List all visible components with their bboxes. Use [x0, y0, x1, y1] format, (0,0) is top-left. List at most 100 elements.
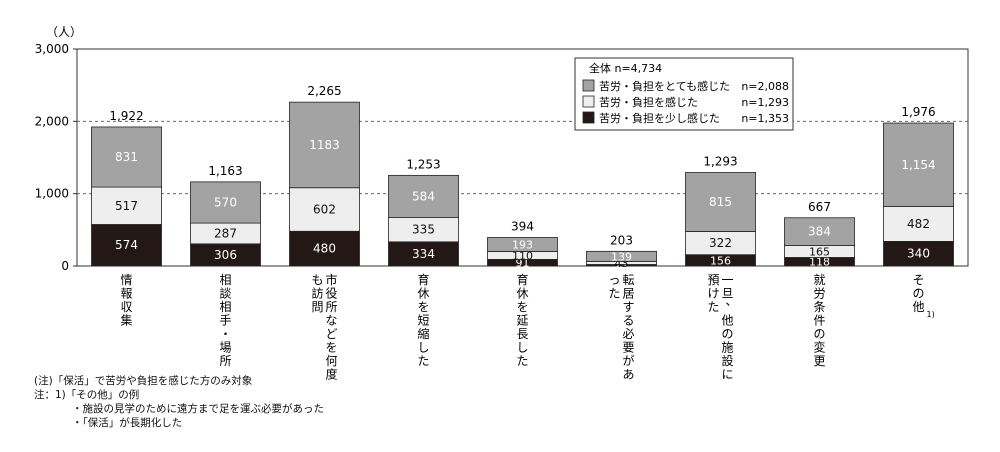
category-superscript: 1)	[927, 310, 935, 319]
category-label: ・	[219, 327, 231, 341]
category-label: 育	[417, 272, 429, 287]
category-label: を	[417, 300, 429, 314]
category-label: 設	[721, 353, 733, 368]
note-target: (注)「保活」で苦労や負担を感じた方のみ対象	[34, 375, 253, 387]
category-label: 市	[325, 272, 337, 287]
category-label: 件	[813, 314, 825, 328]
data-label: 570	[214, 195, 237, 209]
category-label: 預	[707, 273, 719, 287]
category-label: し	[417, 341, 429, 355]
note-other-header: 注：1)「その他」の例	[34, 389, 140, 401]
bar-segment	[388, 174, 459, 219]
data-label: 322	[709, 236, 732, 250]
category-label: 転	[622, 273, 634, 287]
category-label: が	[622, 353, 634, 368]
legend-box	[574, 57, 794, 131]
category-label: 更	[813, 354, 825, 368]
category-label: 長	[516, 327, 528, 341]
bar-segment	[883, 241, 954, 267]
category-label: の	[721, 327, 733, 341]
category-label: 他	[721, 314, 733, 328]
total-label: 1,253	[406, 157, 440, 171]
bar-segment	[190, 181, 261, 224]
bar-segment	[388, 241, 459, 267]
note-other-example-2: ・「保活」が長期化した	[72, 417, 183, 429]
category-label: も	[311, 273, 323, 287]
data-label: 165	[809, 245, 830, 258]
category-label: 度	[325, 367, 337, 382]
bar-segment	[883, 122, 954, 207]
data-label: 815	[709, 195, 732, 209]
data-label: 1183	[309, 138, 340, 152]
total-label: 1,163	[208, 164, 242, 178]
category-label: そ	[912, 273, 924, 287]
total-label: 667	[808, 200, 831, 214]
y-unit-label: （人）	[46, 25, 82, 39]
category-label: 手	[219, 314, 231, 328]
data-label: 118	[809, 256, 830, 269]
category-label: 問	[311, 300, 323, 314]
data-label: 110	[512, 249, 533, 262]
category-label: 集	[120, 313, 132, 328]
legend-n: n=1,293	[741, 96, 789, 109]
category-label: 変	[813, 340, 825, 355]
y-tick-label: 1,000	[35, 187, 69, 201]
category-label: 情	[120, 273, 132, 287]
category-label: を	[325, 341, 337, 355]
category-label: ど	[325, 327, 337, 341]
y-tick-label: 2,000	[35, 114, 69, 128]
category-label: 相	[219, 300, 231, 314]
category-label: あ	[622, 368, 634, 382]
category-label: 延	[516, 314, 528, 328]
legend-title: 全体 n=4,734	[589, 61, 662, 75]
category-label: た	[707, 300, 719, 314]
category-label: 要	[622, 341, 634, 355]
bar-segment	[289, 230, 360, 267]
category-label: る	[622, 314, 634, 328]
y-tick-label: 3,000	[35, 42, 69, 56]
category-label: し	[516, 341, 528, 355]
data-label: 193	[512, 238, 533, 251]
note-other-example-1: ・施設の見学のために遠方まで足を運ぶ必要があった	[72, 403, 324, 415]
data-label: 482	[907, 217, 930, 231]
category-label: の	[912, 287, 924, 301]
data-label: 340	[907, 247, 930, 261]
bar-segment	[685, 172, 756, 232]
category-label: 他	[912, 300, 924, 314]
bar-segment	[289, 101, 360, 189]
category-label: っ	[608, 273, 620, 287]
category-label: 所	[325, 300, 337, 314]
category-label: 縮	[417, 326, 429, 341]
data-label: 480	[313, 242, 336, 256]
total-label: 394	[511, 220, 534, 234]
category-label: 休	[417, 287, 429, 301]
data-label: 831	[115, 150, 138, 164]
category-label: 所	[219, 354, 231, 368]
category-label: に	[721, 368, 733, 382]
data-label: 306	[214, 248, 237, 262]
total-label: 1,976	[901, 105, 935, 119]
category-label: 役	[325, 286, 337, 301]
category-label: 必	[622, 327, 634, 341]
category-label: 旦	[721, 287, 733, 301]
category-label: 労	[813, 287, 825, 301]
category-label: 報	[120, 287, 132, 301]
data-label: 602	[313, 203, 336, 217]
category-label: 相	[219, 273, 231, 287]
bar-segment	[487, 237, 558, 252]
category-label: 施	[721, 341, 733, 355]
y-tick-label: 0	[61, 259, 69, 273]
data-label: 1,154	[901, 158, 935, 172]
legend-label: 苦労・負担を感じた	[599, 95, 698, 109]
data-label: 584	[412, 189, 435, 203]
category-label: た	[516, 354, 528, 368]
legend-swatch	[582, 95, 595, 108]
legend-swatch	[582, 79, 595, 92]
category-label: す	[622, 300, 634, 314]
bar-segment	[586, 250, 657, 262]
legend-n: n=2,088	[741, 80, 789, 93]
category-label: け	[707, 287, 719, 301]
legend-n: n=1,353	[741, 112, 789, 125]
category-label: 一	[721, 273, 733, 287]
